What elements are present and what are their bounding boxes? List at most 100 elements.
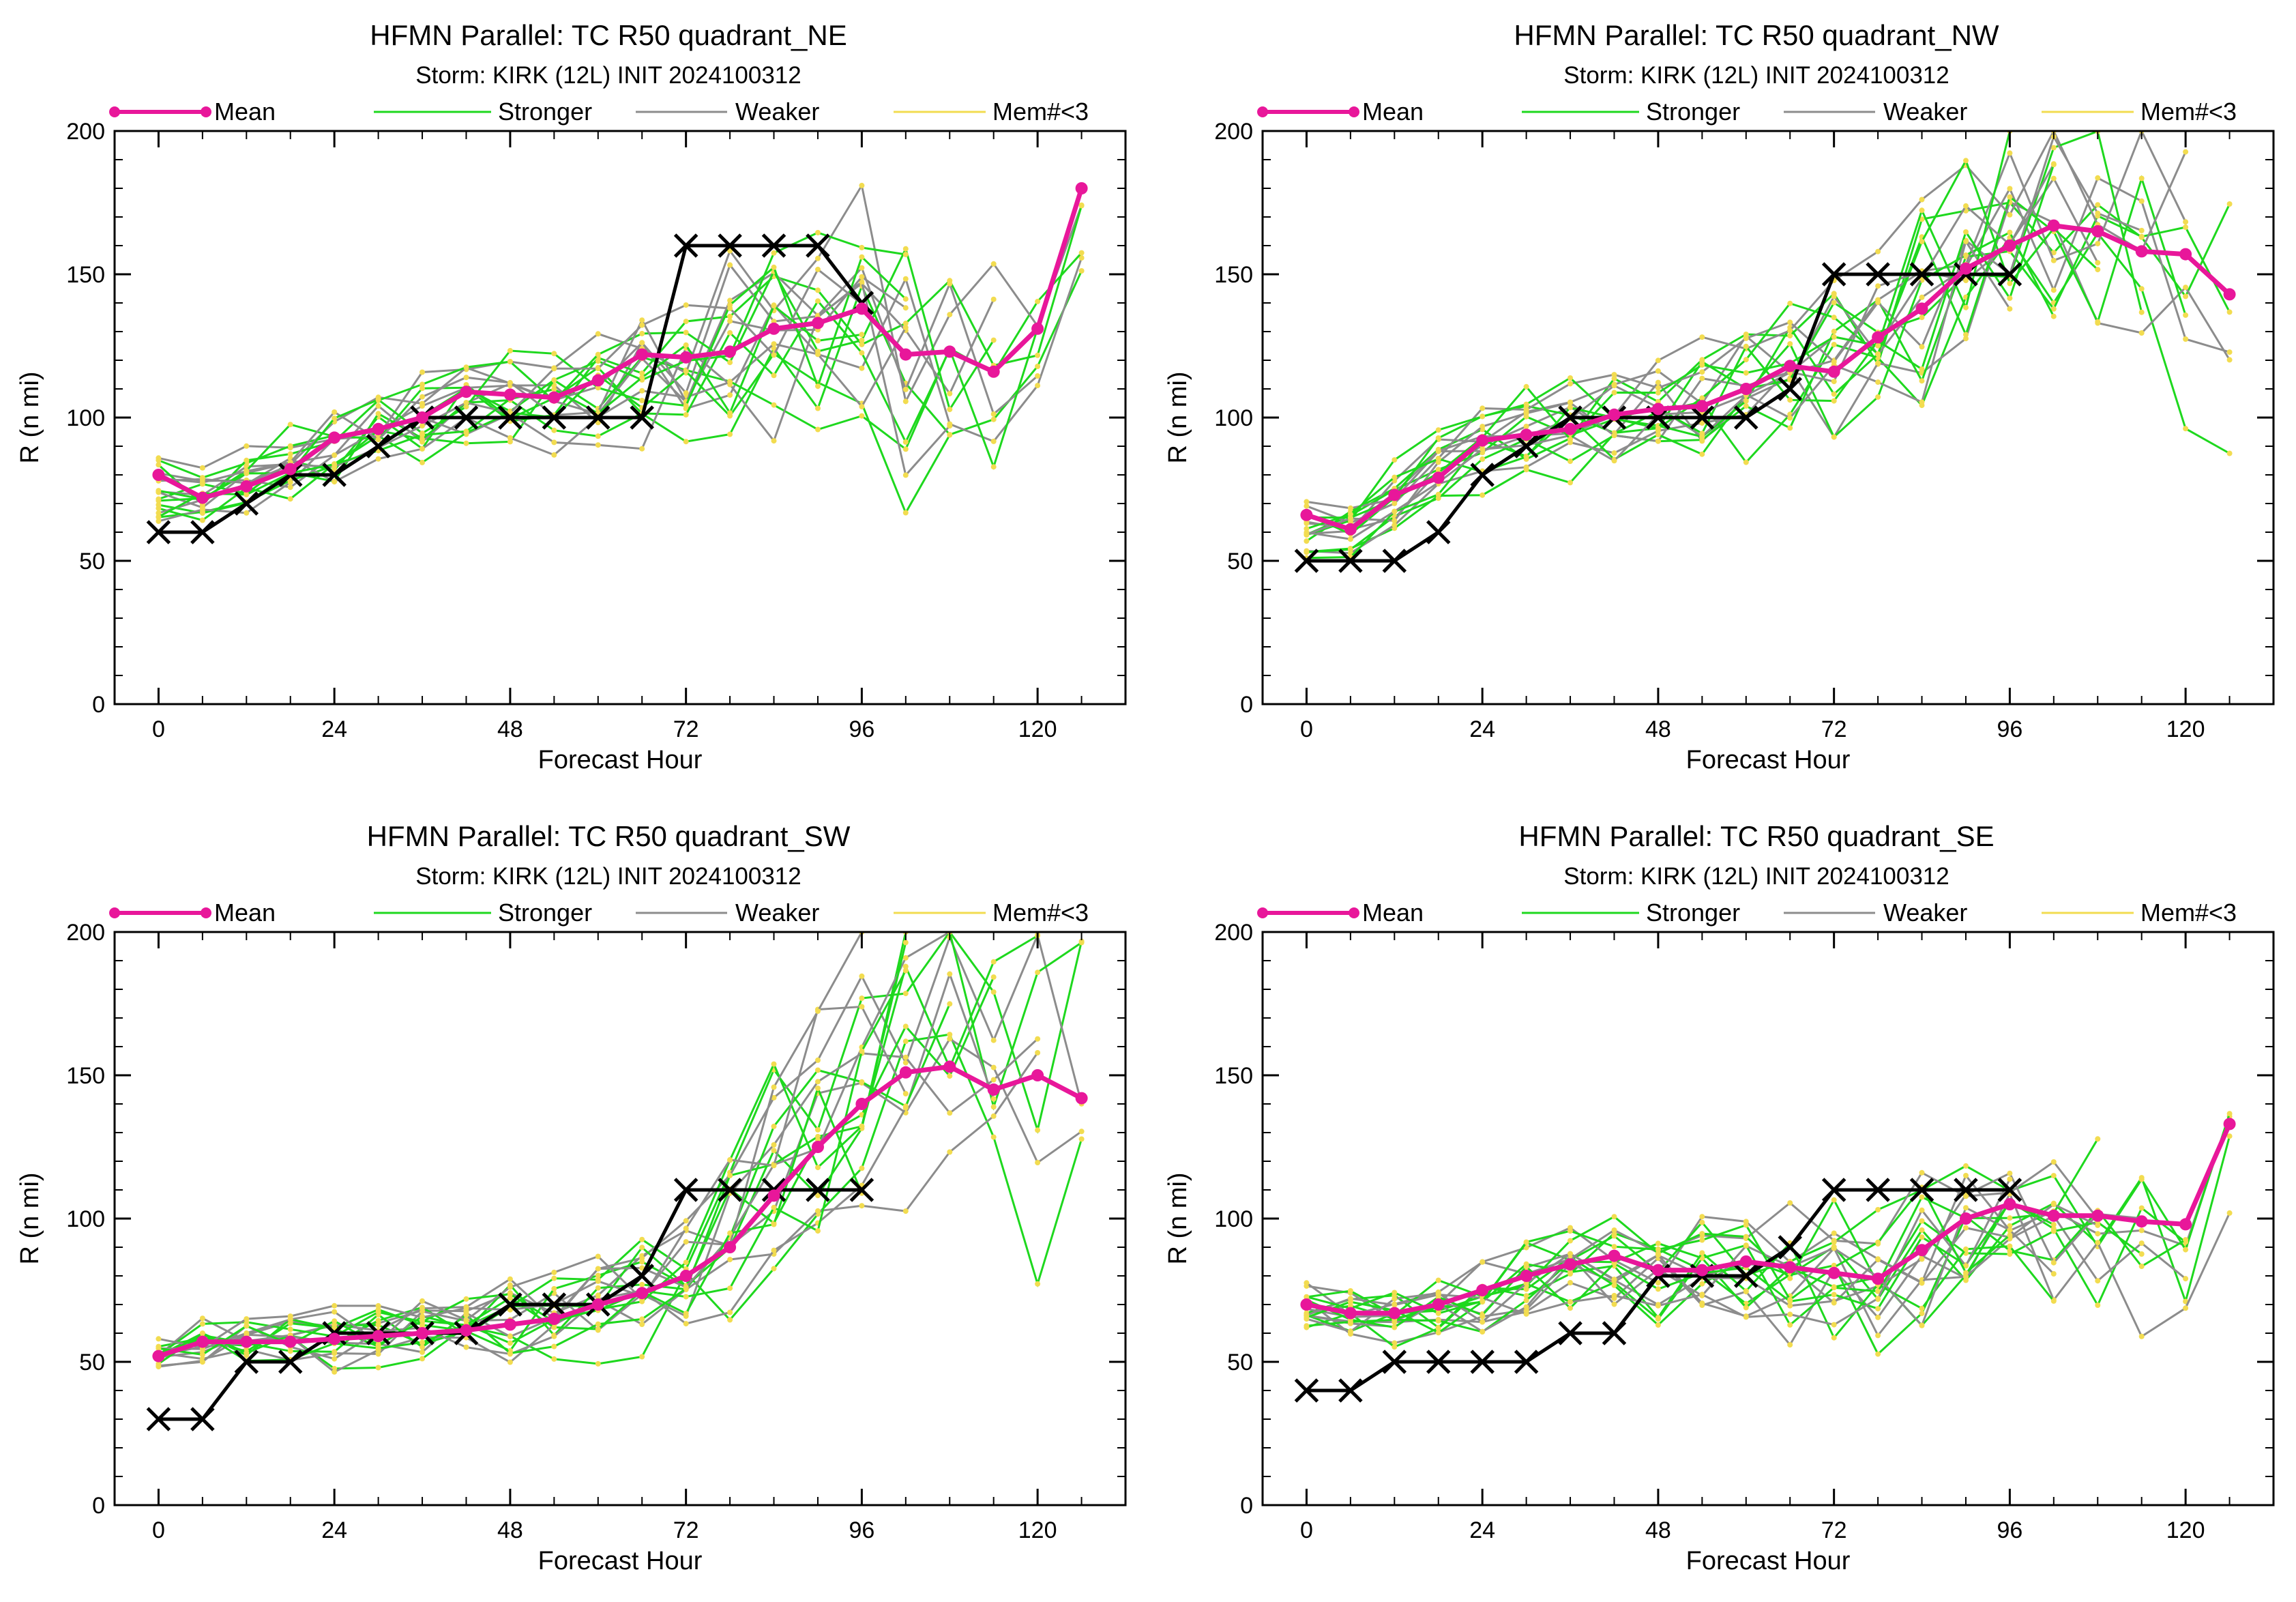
member-point — [1611, 372, 1617, 378]
member-point — [595, 1360, 601, 1367]
mean-point — [1388, 489, 1401, 501]
chart-svg: HFMN Parallel: TC R50 quadrant_NE Storm: … — [16, 19, 1127, 774]
member-point — [1787, 341, 1793, 347]
member-point — [1523, 464, 1529, 470]
member-point — [902, 991, 909, 997]
member-point — [507, 348, 513, 353]
member-point — [507, 1295, 513, 1301]
x-tick-label: 120 — [1018, 716, 1057, 742]
member-point — [2095, 267, 2101, 273]
member-point — [2183, 285, 2189, 291]
best-track-marker — [1778, 377, 1802, 401]
member-point — [639, 1259, 645, 1265]
legend-stronger-label: Stronger — [498, 98, 592, 126]
x-tick-label: 96 — [1997, 716, 2022, 742]
member-point — [2226, 309, 2233, 315]
member-point — [507, 359, 513, 365]
member-point — [815, 405, 821, 411]
member-point — [683, 342, 689, 348]
member-point — [902, 1091, 909, 1096]
member-point — [1347, 1288, 1353, 1294]
member-point — [859, 244, 865, 250]
member-point — [1611, 1227, 1617, 1233]
best-track-marker — [1470, 463, 1495, 487]
member-point — [1568, 375, 1573, 381]
member-point — [199, 1359, 205, 1365]
member-point — [1743, 1243, 1749, 1249]
mean-point — [328, 431, 341, 444]
member-point — [332, 1322, 338, 1328]
member-point — [2138, 286, 2145, 292]
member-point — [771, 1221, 777, 1227]
member-point — [1035, 1281, 1041, 1287]
member-point — [551, 377, 557, 383]
member-stronger-line — [1306, 164, 2055, 530]
member-point — [727, 1156, 733, 1163]
member-point — [990, 337, 997, 343]
member-point — [815, 1228, 821, 1234]
member-point — [1078, 940, 1085, 946]
best-track-marker — [761, 233, 786, 258]
mean-point — [1075, 182, 1088, 194]
member-point — [1655, 1252, 1661, 1258]
best-track-marker — [1690, 405, 1715, 430]
plot-area — [146, 182, 1088, 544]
mean-point — [591, 1298, 604, 1311]
legend-weaker-label: Weaker — [735, 899, 819, 927]
member-point — [2095, 1222, 2101, 1228]
member-point — [683, 1239, 689, 1245]
member-point — [1963, 278, 1969, 283]
member-point — [1743, 1314, 1749, 1320]
member-point — [1831, 398, 1837, 404]
mean-point — [1651, 1264, 1664, 1277]
member-point — [990, 989, 997, 995]
member-point — [2183, 312, 2189, 318]
member-point — [2138, 233, 2145, 239]
member-point — [199, 1315, 205, 1322]
member-point — [2050, 287, 2057, 293]
y-tick-label: 150 — [1214, 262, 1253, 288]
member-point — [463, 1344, 469, 1350]
member-point — [1347, 536, 1353, 542]
member-point — [2226, 1133, 2233, 1139]
member-point — [859, 254, 865, 260]
mean-point — [1476, 434, 1489, 447]
member-point — [771, 1123, 777, 1129]
member-point — [2007, 1227, 2013, 1233]
member-point — [1831, 434, 1837, 440]
plot-area — [1294, 1111, 2236, 1403]
mean-point — [1784, 1261, 1797, 1274]
member-point — [771, 341, 777, 347]
member-point — [156, 462, 162, 468]
member-point — [859, 404, 865, 409]
member-point — [1919, 1305, 1925, 1311]
mean-point — [812, 1141, 824, 1153]
member-point — [683, 1225, 689, 1232]
member-point — [1699, 420, 1705, 426]
member-point — [1831, 1245, 1837, 1251]
member-point — [815, 338, 821, 344]
member-point — [1392, 500, 1398, 506]
member-point — [815, 1208, 821, 1214]
member-point — [551, 382, 557, 388]
mean-point — [812, 317, 824, 330]
member-point — [815, 266, 821, 272]
member-point — [1743, 343, 1749, 349]
member-point — [859, 279, 865, 285]
mean-point — [636, 348, 649, 361]
member-stronger-line — [1306, 131, 2143, 536]
best-track-marker — [366, 434, 391, 458]
y-tick-label: 100 — [66, 405, 105, 431]
mean-point — [152, 1350, 165, 1363]
x-tick-label: 96 — [849, 716, 874, 742]
member-point — [551, 1343, 557, 1350]
member-point — [2050, 175, 2057, 181]
member-point — [947, 1110, 953, 1116]
member-point — [156, 506, 162, 512]
member-point — [1611, 1260, 1617, 1266]
member-point — [683, 1321, 689, 1327]
best-track-marker — [718, 1178, 742, 1202]
chart-svg: HFMN Parallel: TC R50 quadrant_SE Storm: … — [1164, 820, 2275, 1575]
mean-point — [1432, 1298, 1445, 1311]
legend-mean-marker — [1349, 106, 1359, 117]
